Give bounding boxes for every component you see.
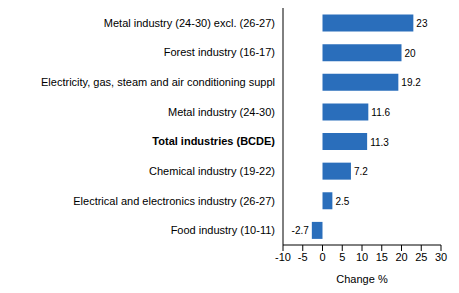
svg-text:0: 0 [319, 251, 325, 263]
svg-text:Metal industry (24-30): Metal industry (24-30) [168, 106, 275, 118]
svg-text:Electricity, gas, steam and ai: Electricity, gas, steam and air conditio… [41, 76, 275, 88]
svg-text:23: 23 [416, 18, 428, 29]
svg-text:-2.7: -2.7 [292, 225, 310, 236]
svg-text:Total industries (BCDE): Total industries (BCDE) [152, 135, 275, 147]
svg-text:20: 20 [405, 48, 417, 59]
svg-text:19.2: 19.2 [401, 77, 421, 88]
svg-text:5: 5 [339, 251, 345, 263]
svg-text:2.5: 2.5 [335, 196, 349, 207]
svg-text:Food industry (10-11): Food industry (10-11) [171, 224, 275, 236]
svg-text:7.2: 7.2 [354, 166, 368, 177]
svg-text:Change %: Change % [336, 273, 388, 285]
svg-text:Forest industry (16-17): Forest industry (16-17) [164, 46, 275, 58]
svg-text:-10: -10 [275, 251, 291, 263]
svg-text:30: 30 [435, 251, 447, 263]
svg-text:20: 20 [395, 251, 407, 263]
svg-text:-5: -5 [298, 251, 308, 263]
svg-text:11.6: 11.6 [371, 107, 390, 118]
svg-text:10: 10 [356, 251, 368, 263]
svg-text:Metal industry (24-30) excl. (: Metal industry (24-30) excl. (26-27) [104, 17, 275, 29]
svg-text:11.3: 11.3 [370, 137, 389, 148]
svg-text:25: 25 [415, 251, 427, 263]
svg-text:Electrical and electronics ind: Electrical and electronics industry (26-… [73, 195, 275, 207]
svg-text:Chemical industry (19-22): Chemical industry (19-22) [149, 165, 275, 177]
svg-text:15: 15 [376, 251, 388, 263]
